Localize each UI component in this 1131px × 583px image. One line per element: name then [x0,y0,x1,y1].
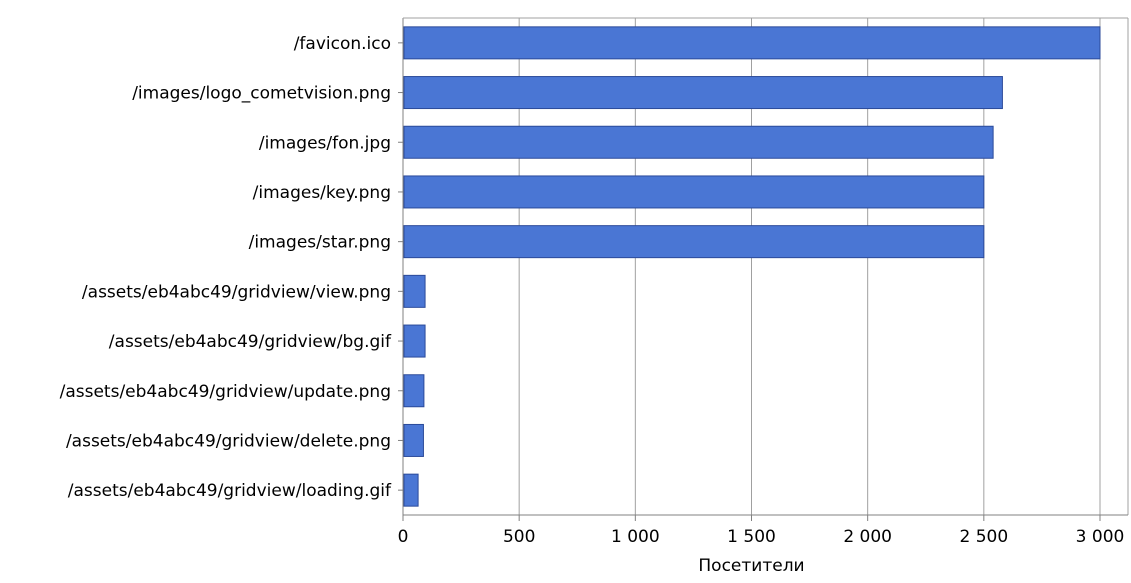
bar [403,125,994,159]
category-label: /favicon.ico [294,34,391,54]
x-tick-label: 2 000 [843,527,892,547]
bar [403,175,985,209]
category-label: /images/star.png [249,233,391,253]
category-label: /images/fon.jpg [259,133,391,153]
bar [403,473,419,507]
bar [403,225,985,259]
category-label: /assets/eb4abc49/gridview/view.png [82,282,391,302]
x-tick-label: 2 500 [959,527,1008,547]
x-tick-label: 3 000 [1076,527,1125,547]
category-label: /assets/eb4abc49/gridview/delete.png [66,431,391,451]
category-label: /assets/eb4abc49/gridview/loading.gif [68,481,392,501]
category-label: /assets/eb4abc49/gridview/bg.gif [109,332,392,352]
bar [403,374,425,408]
bar [403,324,426,358]
x-axis-title: Посетители [698,556,804,576]
category-labels: /favicon.ico/images/logo_cometvision.png… [60,34,392,501]
bars [403,26,1101,507]
bar [403,76,1003,110]
x-tick-label: 0 [398,527,409,547]
bar [403,26,1101,60]
category-label: /images/key.png [253,183,391,203]
x-tick-label: 500 [503,527,535,547]
x-tick-label: 1 500 [727,527,776,547]
category-label: /images/logo_cometvision.png [132,84,391,104]
bar [403,274,426,308]
x-tick-labels: 0 500 1 000 1 500 2 000 2 500 3 000 [398,527,1125,547]
x-tick-label: 1 000 [611,527,660,547]
bar [403,423,424,457]
axes [398,17,1128,516]
category-label: /assets/eb4abc49/gridview/update.png [60,382,391,402]
